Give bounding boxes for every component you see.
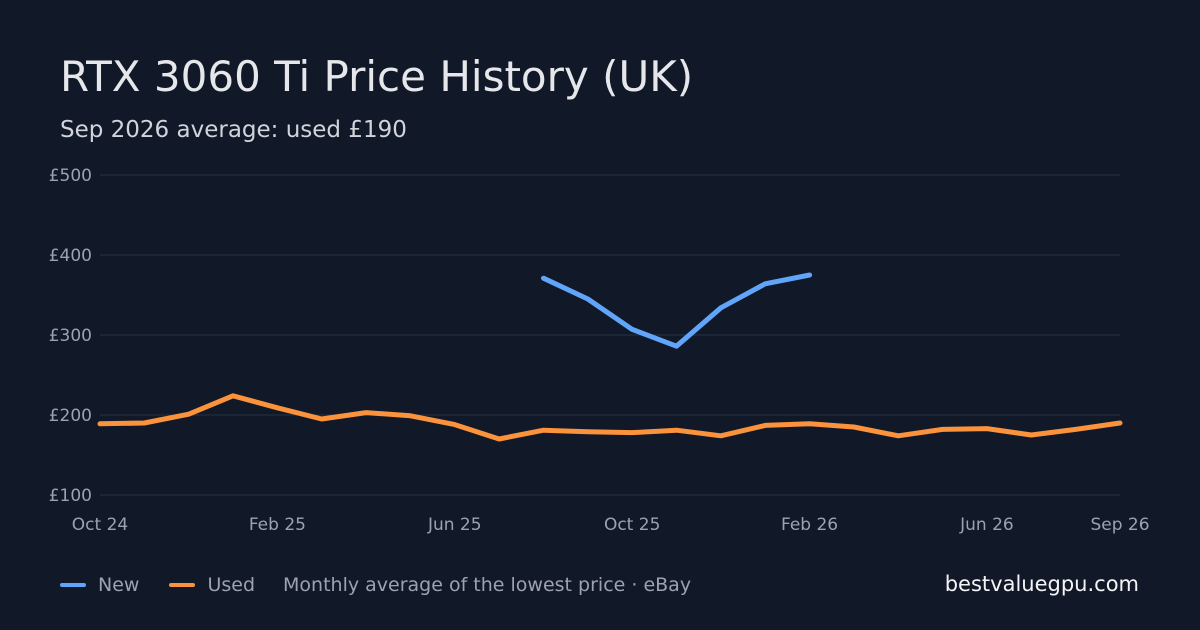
x-tick-label: Oct 25: [604, 515, 660, 535]
legend-item-used[interactable]: Used: [169, 574, 255, 596]
y-tick-label: £100: [49, 486, 92, 506]
y-tick-label: £500: [49, 166, 92, 186]
series-line-used[interactable]: [97, 393, 1123, 442]
series-layer: [97, 272, 1123, 442]
x-tick-label: Oct 24: [72, 515, 128, 535]
y-axis-ticks: £100 £200 £300 £400 £500: [49, 166, 92, 506]
brand-link[interactable]: bestvaluegpu.com: [944, 572, 1139, 596]
legend-label-used: Used: [207, 574, 256, 596]
legend-item-new[interactable]: New: [60, 574, 139, 596]
grid-layer: [100, 174, 1120, 496]
x-tick-label: Jun 25: [427, 515, 482, 535]
chart-title: RTX 3060 Ti Price History (UK): [60, 52, 694, 101]
x-tick-label: Feb 25: [249, 515, 306, 535]
y-tick-label: £200: [49, 406, 92, 426]
x-tick-label: Jun 26: [959, 515, 1014, 535]
y-tick-label: £300: [49, 326, 92, 346]
legend-label-new: New: [98, 574, 140, 596]
legend-swatch-used: [169, 583, 196, 587]
legend-swatch-new: [60, 583, 86, 587]
series-line-new[interactable]: [541, 272, 813, 349]
source-note: Monthly average of the lowest price · eB…: [283, 574, 692, 596]
x-tick-label: Feb 26: [781, 515, 838, 535]
x-tick-label: Sep 26: [1090, 515, 1149, 535]
x-axis-ticks: Oct 24 Feb 25 Jun 25 Oct 25 Feb 26 Jun 26 Sep …: [72, 515, 1150, 535]
chart-subtitle: Sep 2026 average: used £190: [60, 117, 407, 143]
legend: New Used Monthly average of the lowest p…: [60, 574, 691, 596]
y-tick-label: £400: [49, 246, 92, 266]
